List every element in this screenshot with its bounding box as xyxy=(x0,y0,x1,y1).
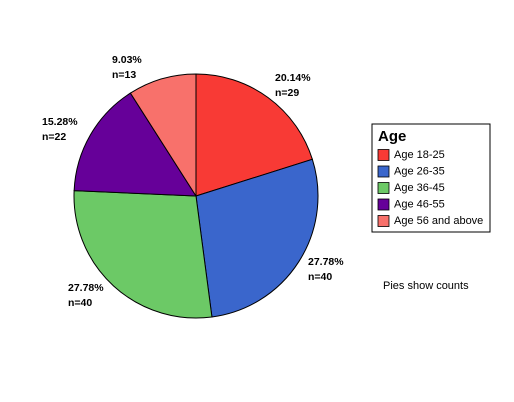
percent-label: 9.03% xyxy=(112,54,142,66)
pie-slice xyxy=(195,73,313,197)
percent-label: 27.78% xyxy=(308,256,344,268)
pie-slice xyxy=(73,92,197,197)
legend-swatch xyxy=(377,215,390,227)
value-label: n=13 xyxy=(112,69,136,81)
percent-label: 20.14% xyxy=(275,72,311,84)
value-label: n=22 xyxy=(42,131,66,143)
percent-label: 27.78% xyxy=(68,282,104,294)
annotation: Pies show counts xyxy=(383,280,469,292)
legend-label: Age 46-55 xyxy=(394,198,445,210)
value-label: n=40 xyxy=(68,297,92,309)
value-label: n=29 xyxy=(275,87,299,99)
legend-swatch xyxy=(377,182,390,194)
legend-box xyxy=(371,123,491,233)
legend-swatch xyxy=(377,149,390,161)
legend-label: Age 18-25 xyxy=(394,149,445,161)
pie-slice xyxy=(195,158,319,318)
legend-title: Age xyxy=(378,128,406,145)
legend-label: Age 36-45 xyxy=(394,182,445,194)
legend-label: Age 56 and above xyxy=(394,215,483,227)
legend-swatch xyxy=(377,198,390,211)
pie-slice xyxy=(73,190,213,319)
legend-swatch xyxy=(377,165,390,178)
legend-label: Age 26-35 xyxy=(394,165,445,177)
pie-slice xyxy=(129,73,197,198)
value-label: n=40 xyxy=(308,271,332,283)
percent-label: 15.28% xyxy=(42,116,78,128)
